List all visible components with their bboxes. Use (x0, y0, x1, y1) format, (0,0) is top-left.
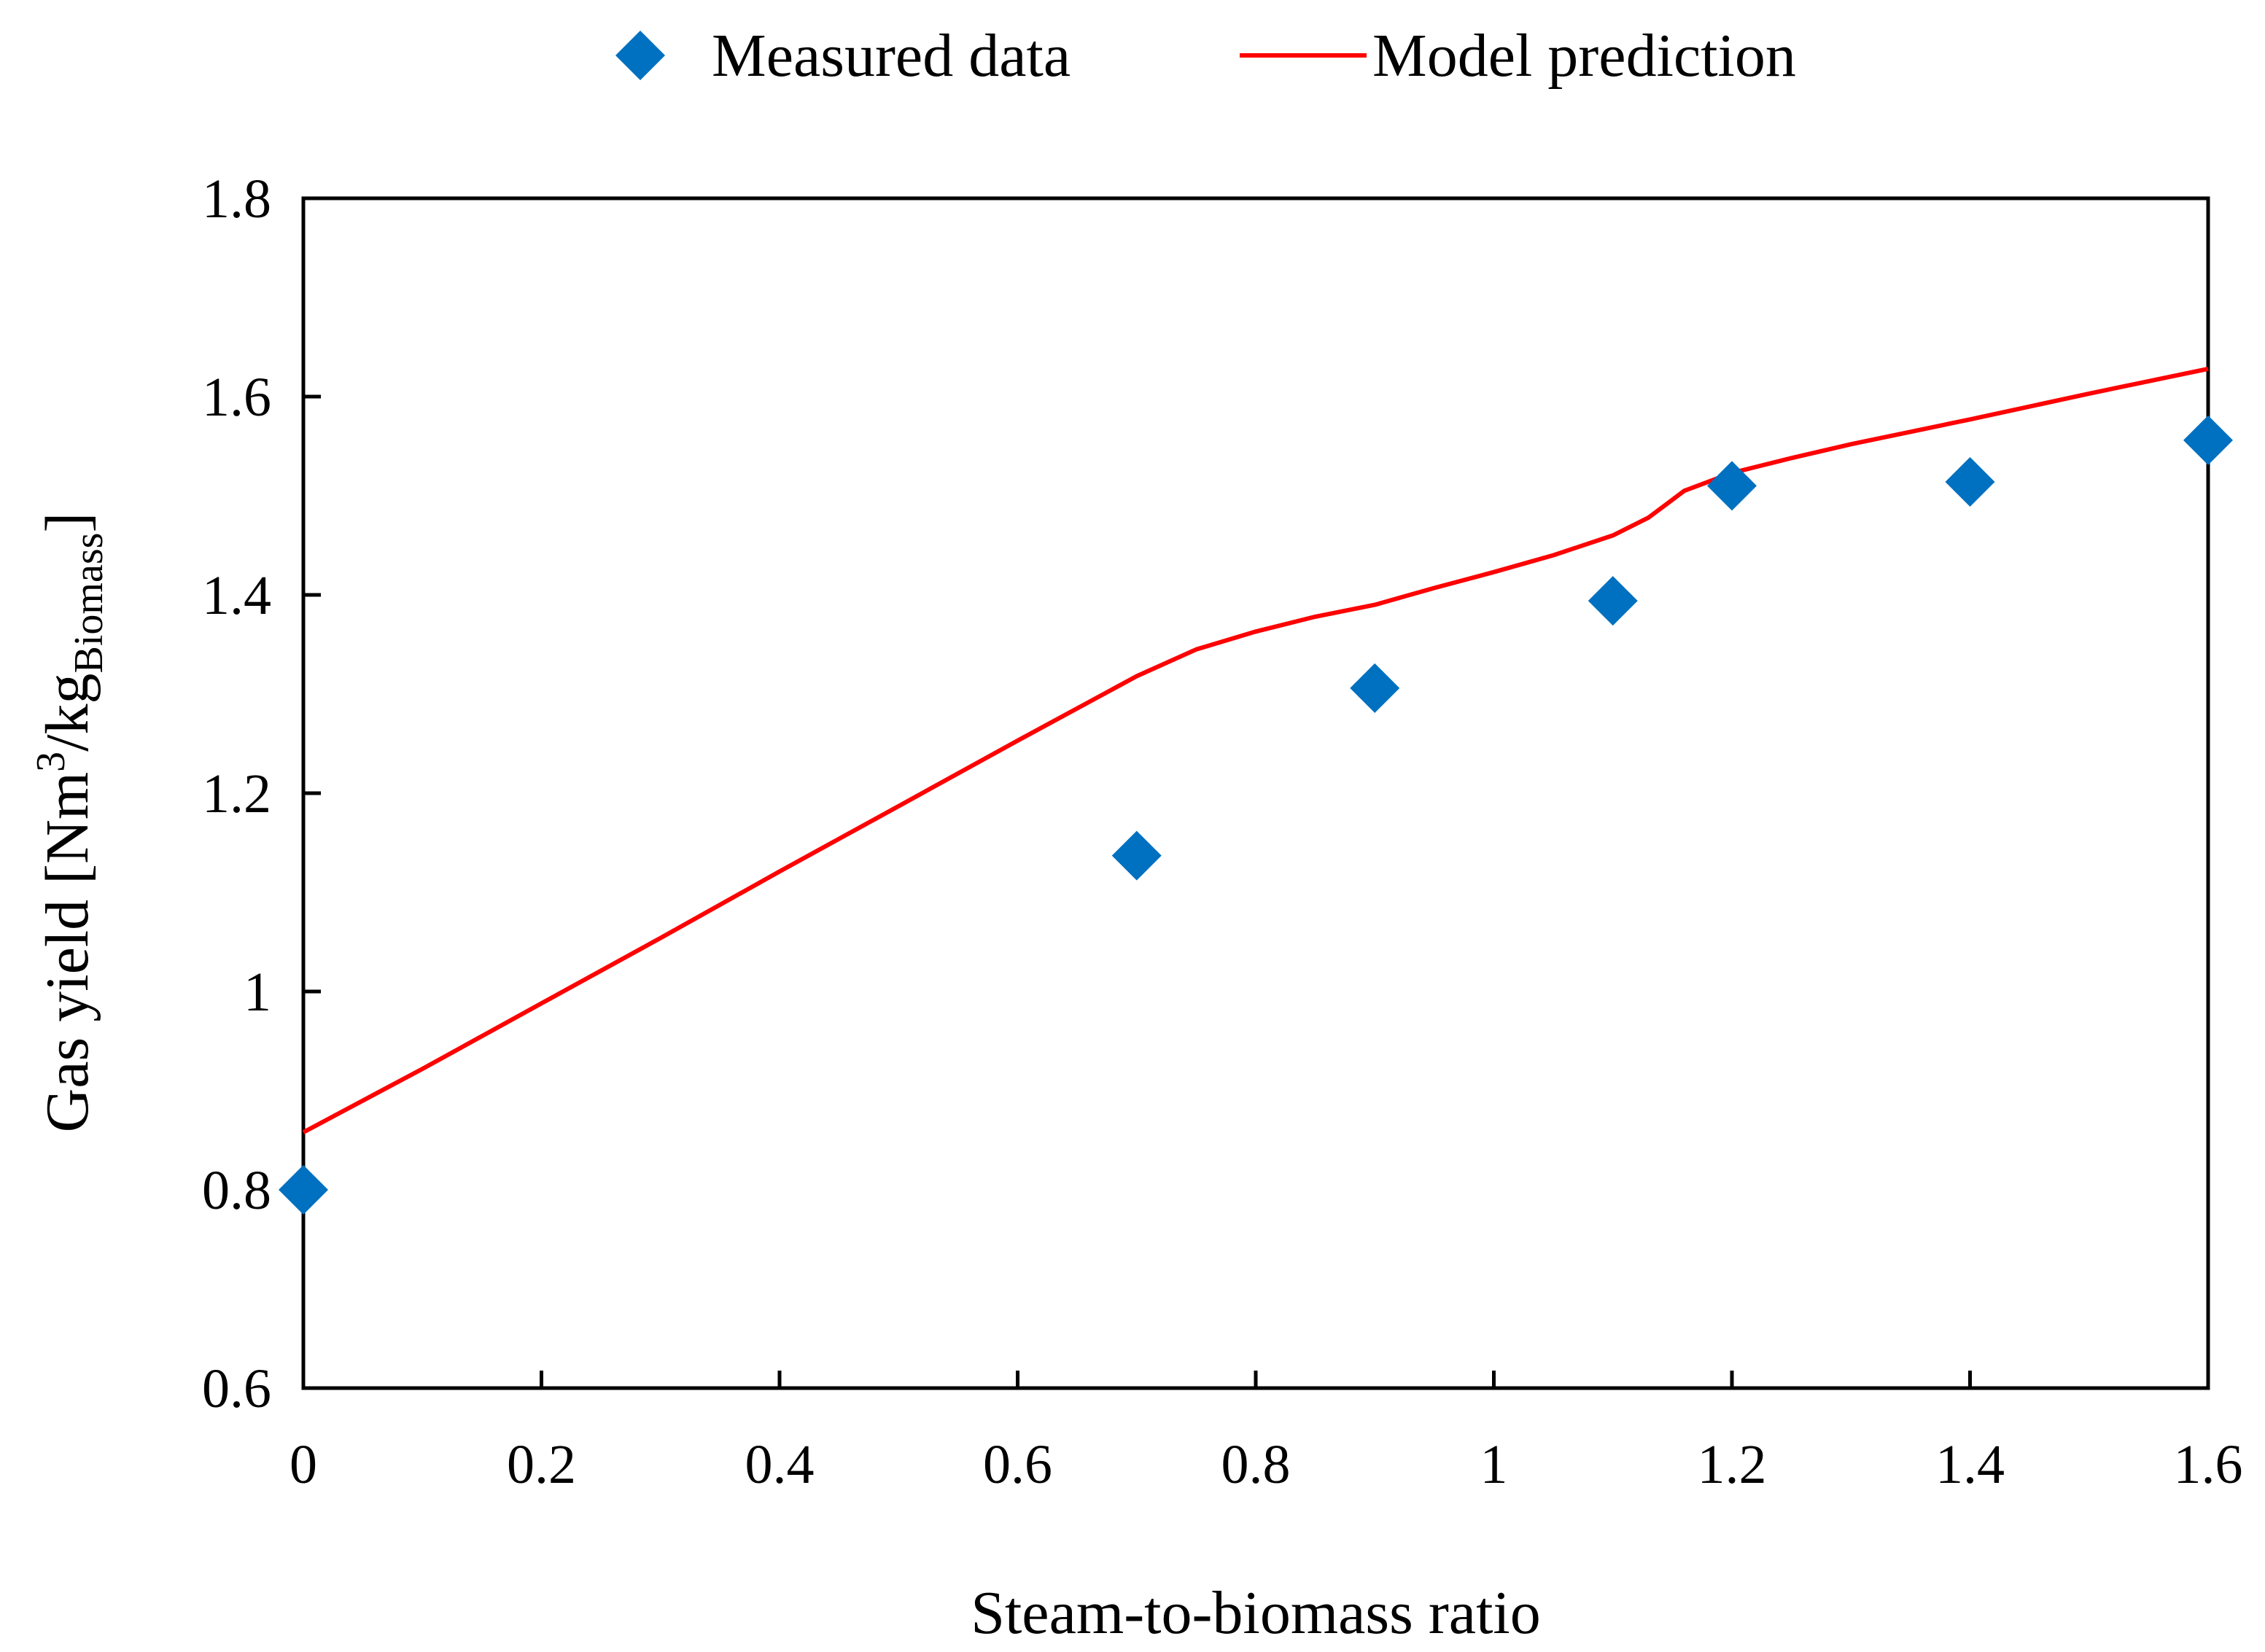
data-point-measured (279, 1165, 328, 1215)
x-tick-label: 0.2 (507, 1434, 576, 1495)
series-line-model-prediction (302, 366, 2209, 1134)
data-point-measured (1350, 663, 1400, 713)
y-axis-title-superscript: 3 (28, 752, 74, 772)
y-tick-label: 1 (244, 962, 271, 1023)
y-tick-label: 0.6 (202, 1358, 271, 1419)
x-tick-label: 1 (1480, 1434, 1508, 1495)
x-tick-label: 0 (290, 1434, 317, 1495)
x-axis-ticks (301, 1371, 2210, 1388)
data-point-measured (1111, 830, 1162, 881)
data-point-measured (1707, 461, 1757, 511)
data-point-measured (1588, 576, 1638, 626)
series-measured-data (279, 415, 2233, 1215)
x-tick-label: 0.6 (983, 1434, 1052, 1495)
y-axis-tick-labels: 0.6 0.8 1 1.2 1.4 1.6 1.8 (202, 168, 271, 1419)
x-tick-label: 1.4 (1935, 1434, 2005, 1495)
y-tick-label: 1.2 (202, 763, 271, 825)
legend-label-measured-data: Measured data (712, 22, 1071, 90)
y-tick-label: 0.8 (202, 1160, 271, 1221)
plot-area-frame (301, 196, 2210, 1390)
y-axis-title-main: Gas yield [Nm (34, 772, 101, 1133)
x-axis-title: Steam-to-biomass ratio (971, 1579, 1541, 1647)
y-axis-title-subscript: Biomass (66, 533, 112, 674)
x-axis-tick-labels: 0 0.2 0.4 0.6 0.8 1 1.2 1.4 1.6 (290, 1434, 2243, 1495)
x-tick-label: 0.4 (745, 1434, 815, 1495)
y-axis-title-mid: /kg (34, 673, 101, 751)
legend: Measured data Model prediction (615, 22, 1796, 90)
y-tick-label: 1.4 (202, 565, 271, 626)
data-point-measured (1945, 456, 1995, 507)
data-point-measured (2183, 415, 2233, 465)
y-axis-title-end: ] (34, 513, 101, 533)
x-tick-label: 1.6 (2174, 1434, 2243, 1495)
y-tick-label: 1.6 (202, 367, 271, 428)
x-tick-label: 1.2 (1698, 1434, 1767, 1495)
legend-marker-measured-data (615, 31, 665, 80)
y-tick-label: 1.8 (202, 168, 271, 230)
legend-label-model-prediction: Model prediction (1372, 22, 1796, 90)
y-axis-title: Gas yield [Nm3/kgBiomass] (28, 513, 112, 1133)
x-tick-label: 0.8 (1221, 1434, 1291, 1495)
